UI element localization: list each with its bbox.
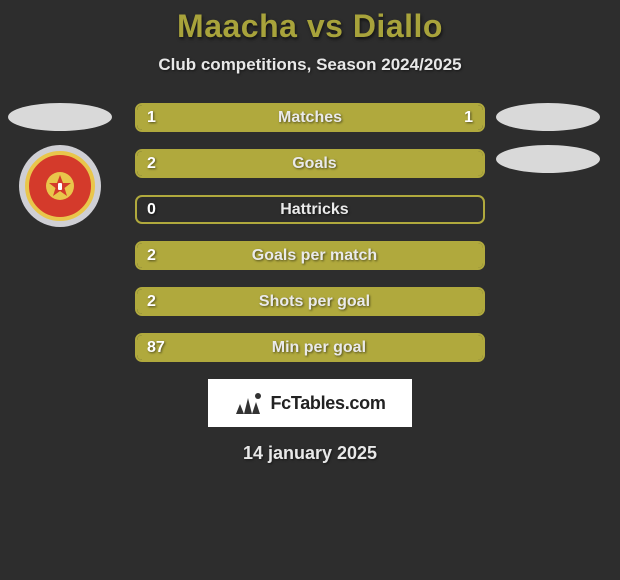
stat-row: 2Shots per goal <box>135 287 485 316</box>
stat-rows: 1Matches12Goals0Hattricks2Goals per matc… <box>135 103 485 362</box>
stat-left-value: 1 <box>137 109 156 127</box>
stat-label: Goals per match <box>156 247 473 265</box>
date-text: 14 january 2025 <box>243 443 377 464</box>
brand-text: FcTables.com <box>270 393 385 414</box>
stat-row: 0Hattricks <box>135 195 485 224</box>
stat-label: Goals <box>156 155 473 173</box>
stat-label: Matches <box>156 109 464 127</box>
fctables-logo-icon <box>234 390 264 416</box>
left-player-column <box>8 103 112 227</box>
left-club-badge <box>19 145 101 227</box>
stats-area: 1Matches12Goals0Hattricks2Goals per matc… <box>0 103 620 362</box>
stat-left-value: 0 <box>137 201 156 219</box>
esperance-crest-icon <box>25 151 95 221</box>
stat-row: 87Min per goal <box>135 333 485 362</box>
left-player-placeholder <box>8 103 112 131</box>
comparison-card: Maacha vs Diallo Club competitions, Seas… <box>0 0 620 464</box>
stat-label: Shots per goal <box>156 293 473 311</box>
stat-left-value: 2 <box>137 293 156 311</box>
stat-right-value: 1 <box>464 109 483 127</box>
page-subtitle: Club competitions, Season 2024/2025 <box>158 55 461 75</box>
stat-label: Hattricks <box>156 201 473 219</box>
stat-left-value: 2 <box>137 247 156 265</box>
stat-row: 2Goals per match <box>135 241 485 270</box>
right-player-placeholder-2 <box>496 145 600 173</box>
stat-left-value: 2 <box>137 155 156 173</box>
right-player-placeholder-1 <box>496 103 600 131</box>
stat-row: 1Matches1 <box>135 103 485 132</box>
stat-left-value: 87 <box>137 339 165 357</box>
stat-row: 2Goals <box>135 149 485 178</box>
stat-label: Min per goal <box>165 339 473 357</box>
brand-box: FcTables.com <box>208 379 412 427</box>
right-player-column <box>496 103 600 173</box>
page-title: Maacha vs Diallo <box>177 8 443 45</box>
